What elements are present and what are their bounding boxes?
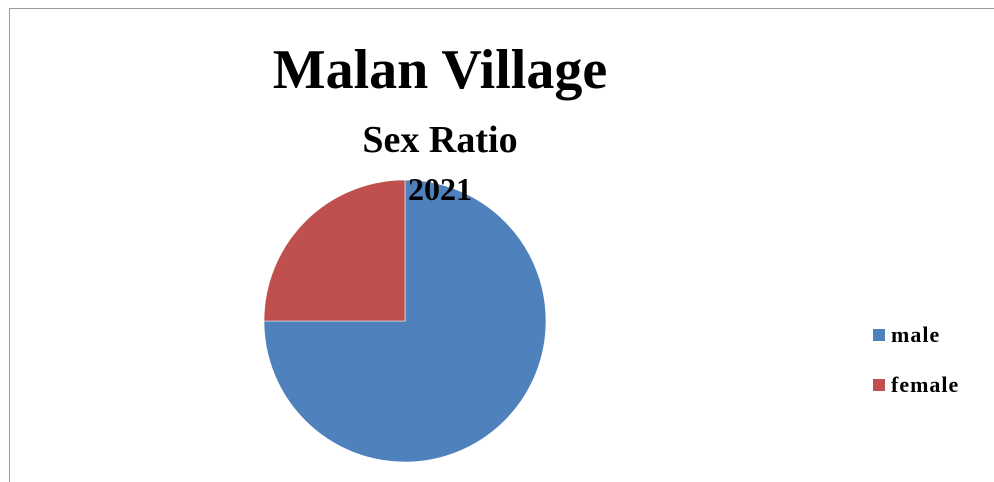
legend: male female [873, 320, 959, 420]
legend-item-female: female [873, 370, 959, 400]
legend-label-female: female [891, 372, 960, 397]
pie-slice-female [263, 179, 406, 322]
pie-slice-male [263, 179, 547, 463]
chart-year: 2021 [408, 171, 472, 207]
legend-swatch-male [873, 329, 885, 341]
legend-item-male: male [873, 320, 959, 350]
chart-subtitle: Sex Ratio [362, 119, 518, 161]
chart-frame [9, 8, 994, 482]
legend-swatch-female [873, 379, 885, 391]
chart-title: Malan Village [272, 39, 608, 101]
legend-label-male: male [891, 322, 941, 347]
